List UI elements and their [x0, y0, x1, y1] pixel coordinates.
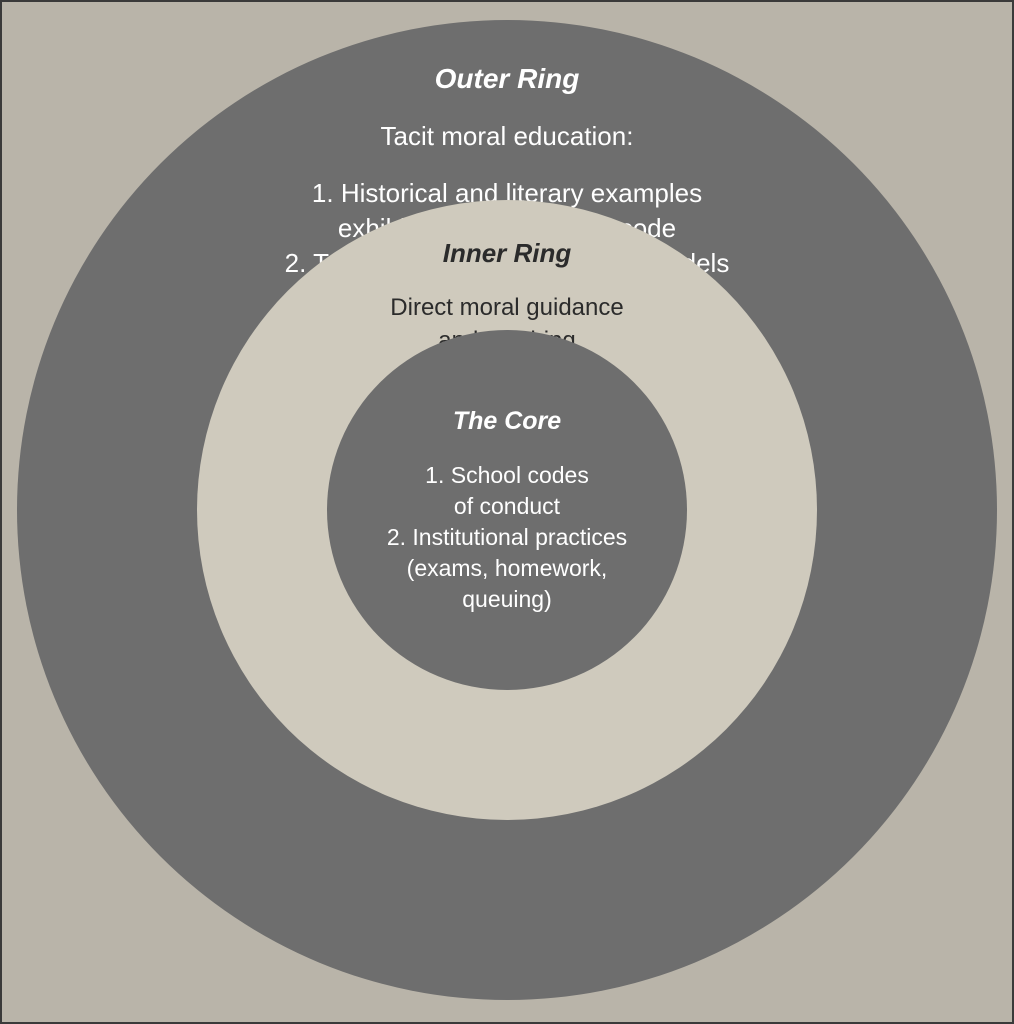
core-ring: The Core 1. School codes of conduct 2. I…	[327, 330, 687, 690]
inner-ring-title: Inner Ring	[390, 236, 623, 271]
core-ring-body: 1. School codes of conduct 2. Institutio…	[387, 460, 627, 615]
outer-ring-title: Outer Ring	[285, 60, 730, 98]
core-ring-title: The Core	[387, 405, 627, 439]
outer-ring-subtitle: Tacit moral education:	[285, 119, 730, 154]
core-ring-text: The Core 1. School codes of conduct 2. I…	[387, 383, 627, 637]
